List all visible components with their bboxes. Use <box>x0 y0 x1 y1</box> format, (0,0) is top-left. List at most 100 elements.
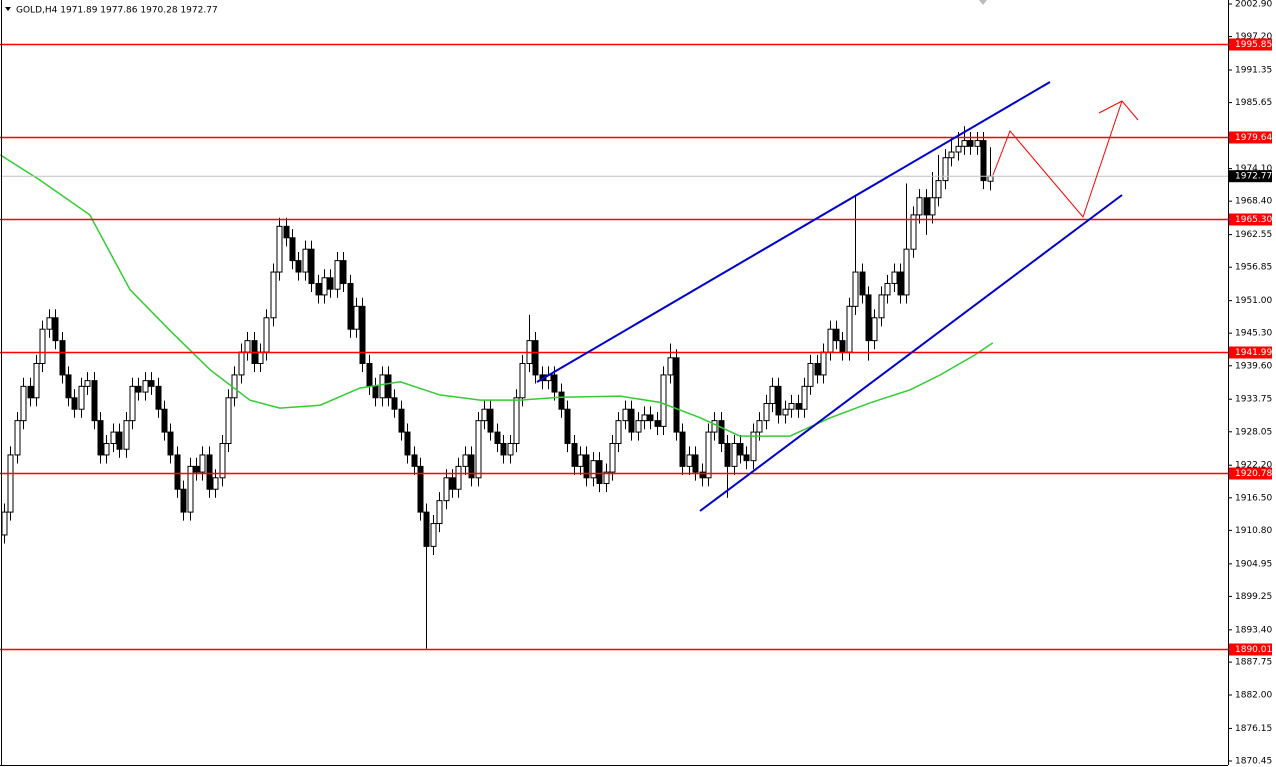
candle-body <box>807 362 814 387</box>
y-tick-label: 1974.10 <box>1235 164 1272 174</box>
candle-body <box>52 317 59 342</box>
candle-body <box>839 340 846 353</box>
candle-body <box>295 260 302 273</box>
candle-body <box>430 523 437 547</box>
candle-body <box>692 454 699 473</box>
candle-body <box>379 374 386 399</box>
candle-body <box>974 140 981 147</box>
candle-body <box>884 282 891 296</box>
level-label: 1995.85 <box>1235 40 1272 50</box>
candle-body <box>731 443 738 467</box>
level-label-box <box>1229 213 1272 226</box>
candle-body <box>276 225 283 273</box>
candle-body <box>193 465 200 473</box>
candle-body <box>494 431 501 445</box>
candle-body <box>212 477 219 490</box>
candle-body <box>103 443 110 456</box>
candle-body <box>967 140 974 147</box>
candle-body <box>263 317 270 353</box>
candle-body <box>615 420 622 445</box>
candle-body <box>225 397 232 445</box>
candle-body <box>334 260 341 290</box>
candle-body <box>206 454 213 490</box>
candle-body <box>961 140 968 147</box>
candle-body <box>532 340 539 376</box>
candle-body <box>123 420 130 450</box>
candle-body <box>647 414 654 422</box>
candle-body <box>340 260 347 284</box>
candle-body <box>283 225 290 239</box>
y-tick-label: 1991.35 <box>1235 66 1272 76</box>
candle-body <box>1 511 8 536</box>
trend-line <box>536 81 1051 383</box>
candle-body <box>199 454 206 473</box>
candle-body <box>923 197 930 216</box>
candle-body <box>238 351 245 376</box>
candle-body <box>916 197 923 216</box>
level-label-box <box>1229 38 1272 51</box>
candle-body <box>475 420 482 479</box>
candle-body <box>7 454 14 513</box>
candle-body <box>359 305 366 364</box>
candle-body <box>33 362 40 399</box>
candle-body <box>622 408 629 422</box>
candle-body <box>20 385 27 422</box>
candle-body <box>519 362 526 399</box>
candle-body <box>391 397 398 410</box>
candle-body <box>929 197 936 216</box>
candle-body <box>910 214 917 250</box>
candle-body <box>321 277 328 296</box>
chart-title: GOLD,H4 1971.89 1977.86 1970.28 1972.77 <box>16 6 218 16</box>
candle-body <box>372 385 379 399</box>
candle-body <box>987 175 994 182</box>
last-price-box <box>1229 170 1272 183</box>
menu-icon <box>5 7 11 11</box>
candle-body <box>667 357 674 376</box>
y-tick-label: 1939.60 <box>1235 361 1272 371</box>
candle-body <box>859 271 866 296</box>
y-tick-label: 1928.05 <box>1235 427 1272 437</box>
candle-body <box>161 408 168 433</box>
last-price-label: 1972.77 <box>1235 172 1272 182</box>
candle-body <box>577 454 584 467</box>
candle-body <box>596 460 603 485</box>
candle-body <box>366 362 373 387</box>
candle-body <box>724 443 731 467</box>
level-label-box <box>1229 643 1272 656</box>
candle-body <box>110 431 117 445</box>
candle-body <box>449 477 456 490</box>
candle-body <box>97 420 104 456</box>
candle-body <box>327 277 334 290</box>
candle-body <box>289 237 296 262</box>
candle-body <box>27 385 34 399</box>
candle-body <box>180 488 187 513</box>
candle-body <box>558 391 565 410</box>
y-tick-label: 1870.45 <box>1235 756 1272 766</box>
candle-body <box>481 408 488 422</box>
plot-area <box>0 43 1228 651</box>
arrow-head <box>1098 100 1139 121</box>
candle-body <box>673 357 680 433</box>
y-tick-label: 1956.85 <box>1235 263 1272 273</box>
candle-body <box>353 305 360 330</box>
candle-body <box>833 328 840 342</box>
candle-body <box>65 374 72 399</box>
candle-body <box>871 317 878 342</box>
candle-body <box>846 305 853 353</box>
candle-body <box>551 374 558 393</box>
candle-body <box>942 157 949 182</box>
candle-body <box>705 431 712 479</box>
candle-body <box>769 385 776 405</box>
candle-body <box>142 380 149 393</box>
level-label: 1965.30 <box>1235 215 1272 225</box>
y-tick-label: 1882.00 <box>1235 690 1272 700</box>
candle-body <box>347 282 354 330</box>
y-tick-label: 1904.95 <box>1235 559 1272 569</box>
candle-body <box>455 465 462 490</box>
candle-body <box>955 145 962 153</box>
level-label-box <box>1229 131 1272 144</box>
level-label: 1920.78 <box>1235 469 1272 479</box>
candle-body <box>468 454 475 479</box>
candle-body <box>711 420 718 433</box>
